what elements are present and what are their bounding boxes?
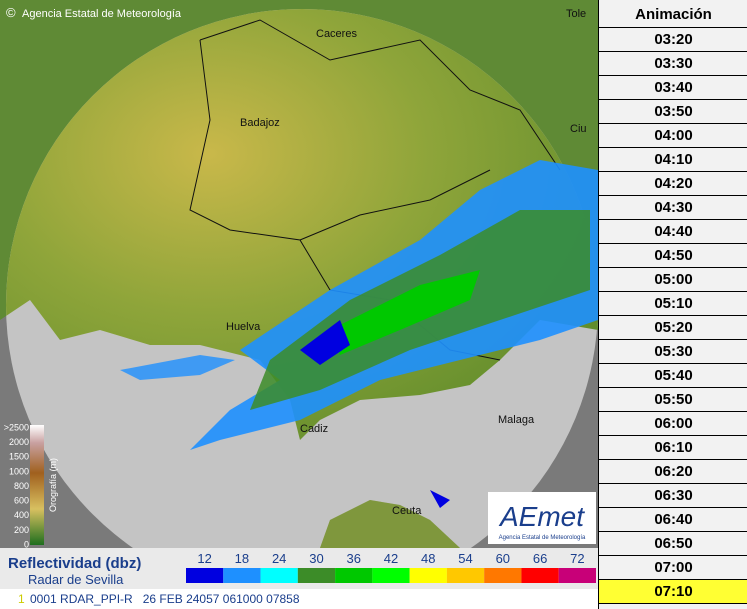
africa (320, 500, 460, 548)
orography-bar (30, 425, 44, 545)
time-item[interactable]: 04:00 (599, 124, 747, 148)
orography-label: >2500 (4, 422, 29, 432)
orography-label: 400 (14, 510, 29, 520)
orography-label: 600 (14, 496, 29, 506)
city: Huelva (226, 321, 261, 333)
legend-swatch (372, 568, 410, 583)
city: Tole (566, 8, 586, 20)
radar-echo (120, 160, 598, 508)
legend-label: 60 (496, 551, 510, 566)
time-item[interactable]: 05:50 (599, 388, 747, 412)
time-item[interactable]: 03:50 (599, 100, 747, 124)
legend-label: 42 (384, 551, 398, 566)
city: Ceuta (392, 505, 422, 517)
city: Malaga (498, 414, 535, 426)
animation-title: Animación (599, 0, 747, 28)
africa-shade (320, 500, 460, 548)
time-item[interactable]: 05:40 (599, 364, 747, 388)
logo-box (488, 492, 596, 544)
legend-label: 12 (197, 551, 211, 566)
time-item[interactable]: 04:10 (599, 148, 747, 172)
city: Ciu (570, 123, 587, 135)
time-item[interactable]: 06:20 (599, 460, 747, 484)
legend-label: 18 (235, 551, 249, 566)
time-item[interactable]: 05:10 (599, 292, 747, 316)
time-item[interactable]: 04:30 (599, 196, 747, 220)
time-item[interactable]: 06:10 (599, 436, 747, 460)
time-item[interactable]: 04:20 (599, 172, 747, 196)
legend-swatch (558, 568, 596, 583)
time-item[interactable]: 06:50 (599, 532, 747, 556)
radar-map: © Agencia Estatal de Meteorología Cacere… (0, 0, 598, 609)
animation-panel: Animación 03:20 03:30 03:40 03:50 04:00 04:10… (598, 0, 747, 609)
time-item[interactable]: 05:20 (599, 316, 747, 340)
legend-swatch (297, 568, 336, 583)
city: Cadiz (300, 423, 328, 435)
orography-title: Orografía (m) (48, 458, 58, 512)
city-labels: Caceres Badajoz Huelva Cadiz Malaga Ceut… (226, 8, 587, 517)
legend-swatch (260, 568, 298, 583)
radar-name: Radar de Sevilla (28, 572, 124, 587)
legend-label: 72 (570, 551, 584, 566)
city: Badajoz (240, 117, 280, 129)
orography-label: 1500 (9, 452, 29, 462)
legend-swatch (521, 568, 559, 583)
time-item[interactable]: 06:40 (599, 508, 747, 532)
agency: Agencia Estatal de Meteorología (22, 8, 182, 20)
orography-label: 200 (14, 525, 29, 535)
legend-label: 66 (533, 551, 547, 566)
orography-label: 800 (14, 481, 29, 491)
logo-subtitle: Agencia Estatal de Meteorología (499, 535, 586, 541)
time-item[interactable]: 04:40 (599, 220, 747, 244)
city: Caceres (316, 28, 357, 40)
legend-swatch (484, 568, 522, 583)
time-item[interactable]: 03:20 (599, 28, 747, 52)
legend-swatch (446, 568, 485, 583)
legend-swatch (223, 568, 261, 583)
legend-label: 54 (458, 551, 472, 566)
time-item[interactable]: 04:50 (599, 244, 747, 268)
legend-swatch (409, 568, 447, 583)
status-text: 0001 RDAR_PPI-R 26 FEB 24057 061000 0785… (30, 592, 300, 606)
time-item[interactable]: 03:40 (599, 76, 747, 100)
time-item[interactable]: 07:00 (599, 556, 747, 580)
time-item[interactable]: 05:00 (599, 268, 747, 292)
orography-label: 2000 (9, 437, 29, 447)
legend-label: 36 (346, 551, 360, 566)
legend-label: 24 (272, 551, 286, 566)
orography-label: 0 (24, 539, 29, 549)
legend-swatch (186, 568, 224, 583)
legend-label: 30 (309, 551, 323, 566)
legend-title: Reflectividad (dbz) (8, 555, 141, 572)
legend-swatch (335, 568, 373, 583)
status-index: 1 (18, 592, 25, 606)
time-item[interactable]: 03:30 (599, 52, 747, 76)
orography-label: 1000 (9, 466, 29, 476)
copyright: © (6, 5, 16, 20)
time-item[interactable]: 06:00 (599, 412, 747, 436)
time-item[interactable]: 06:30 (599, 484, 747, 508)
legend-label: 48 (421, 551, 435, 566)
time-item[interactable]: 05:30 (599, 340, 747, 364)
time-item[interactable]: 07:10 (599, 580, 747, 604)
logo: AEmet (498, 501, 585, 532)
status-bg (0, 589, 598, 609)
